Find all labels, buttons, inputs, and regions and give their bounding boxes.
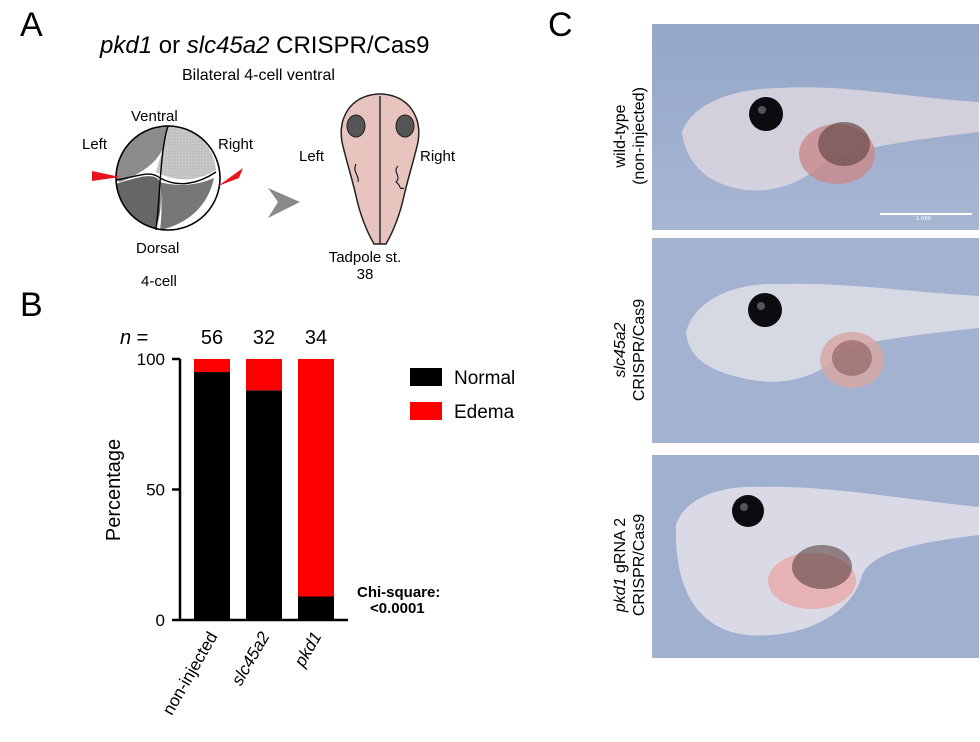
panel-letter-c: C (548, 6, 573, 44)
n-equals: = (131, 327, 148, 349)
tadpole-eye-left (346, 114, 366, 138)
injection-arrow-right (218, 168, 243, 186)
row-label-slc45a2: slc45a2 CRISPR/Cas9 (611, 280, 649, 420)
x-tick-label-slc45a2: slc45a2 (228, 628, 274, 689)
row-label-wild-type-line1: wild-type (612, 104, 629, 168)
x-tick-label-pkd1: pkd1 (290, 629, 325, 671)
row-label-pkd1: pkd1 gRNA 2 CRISPR/Cas9 (611, 495, 649, 635)
embryo-dorsal-label: Dorsal (136, 240, 180, 257)
embryo-diagram (92, 125, 243, 231)
chi-square-value: <0.0001 (370, 600, 425, 617)
legend-label-normal: Normal (454, 368, 515, 389)
photo-slc45a2 (652, 238, 979, 443)
bar-edema-slc45a2 (246, 359, 282, 391)
embryo-quadrant-right-ventral (156, 126, 216, 180)
row-label-pkd1-line2: CRISPR/Cas9 (631, 513, 648, 617)
y-tick-label: 0 (156, 611, 165, 630)
row-label-pkd1-line1: pkd1 gRNA 2 (611, 495, 630, 635)
embryo-ventral-label: Ventral (131, 108, 178, 125)
photo-wild-type: 1 mm (652, 24, 979, 230)
y-tick-label: 50 (146, 481, 165, 500)
legend-label-edema: Edema (454, 402, 515, 423)
n-label: n = (120, 327, 148, 349)
row-label-slc45a2-line2: CRISPR/Cas9 (631, 298, 648, 402)
row-label-pkd1-suffix: gRNA 2 (612, 517, 629, 578)
tadpole-right-label: Right (420, 148, 456, 165)
embryo-left-label: Left (82, 136, 108, 153)
bar-edema-pkd1 (298, 359, 334, 597)
tadpole-left-label: Left (299, 148, 325, 165)
tadpole-stage-line1: Tadpole st. (328, 249, 402, 266)
embryo-stage-label: 4-cell (141, 273, 177, 290)
title-gene-pkd1: pkd1 (100, 32, 153, 59)
panel-a-subtitle: Bilateral 4-cell ventral (182, 67, 335, 84)
title-gene-slc45a2: slc45a2 (186, 32, 270, 59)
embryo-quadrant-left-dorsal (116, 176, 161, 230)
n-count-slc45a2: 32 (253, 327, 275, 349)
injection-arrow-left (92, 171, 120, 181)
row-label-slc45a2-line1: slc45a2 (612, 322, 629, 378)
x-tick-label-non-injected: non-injected (159, 629, 222, 719)
n-count-non-injected: 56 (201, 327, 223, 349)
photo-pkd1 (652, 455, 979, 658)
n-letter: n (120, 327, 131, 349)
panel-letter-b: B (20, 286, 43, 324)
n-count-pkd1: 34 (305, 327, 327, 349)
chi-square-label: Chi-square: (357, 584, 440, 601)
bar-normal-slc45a2 (246, 390, 282, 620)
n-counts: 56 32 34 (201, 327, 327, 349)
row-label-wild-type-line2: (non-injected) (631, 87, 648, 185)
legend-swatch-edema (410, 402, 442, 420)
x-tick-labels: non-injected slc45a2 pkd1 (159, 628, 326, 718)
panel-a-title: pkd1 or slc45a2 CRISPR/Cas9 (100, 32, 430, 60)
tadpole-stage-label: Tadpole st. 38 (320, 249, 410, 283)
row-label-pkd1-gene: pkd1 (612, 577, 629, 613)
progression-arrowhead (268, 188, 300, 218)
bar-chart: 0 50 100 non-injected slc45a2 pkd1 56 32 34 Pe… (103, 327, 515, 718)
legend: Normal Edema (410, 368, 515, 423)
title-or: or (152, 32, 187, 59)
embryo-quadrant-right-dorsal (160, 178, 214, 230)
bar-edema-non-injected (194, 359, 230, 373)
bar-normal-pkd1 (298, 596, 334, 620)
y-tick-label: 100 (137, 350, 165, 369)
y-ticks: 0 50 100 (137, 350, 180, 630)
bars (194, 359, 334, 620)
embryo-right-label: Right (218, 136, 254, 153)
embryo-quadrant-left-ventral (116, 126, 168, 182)
tadpole-diagram (340, 93, 420, 245)
tadpole-eye-right (395, 114, 415, 138)
panel-letter-a: A (20, 6, 43, 44)
legend-swatch-normal (410, 368, 442, 386)
y-axis-label: Percentage (103, 439, 125, 541)
tadpole-stage-line2: 38 (356, 266, 374, 283)
scale-bar-label: 1 mm (916, 216, 931, 222)
row-label-wild-type: wild-type (non-injected) (611, 66, 649, 206)
bar-normal-non-injected (194, 372, 230, 620)
title-rest: CRISPR/Cas9 (269, 32, 430, 59)
